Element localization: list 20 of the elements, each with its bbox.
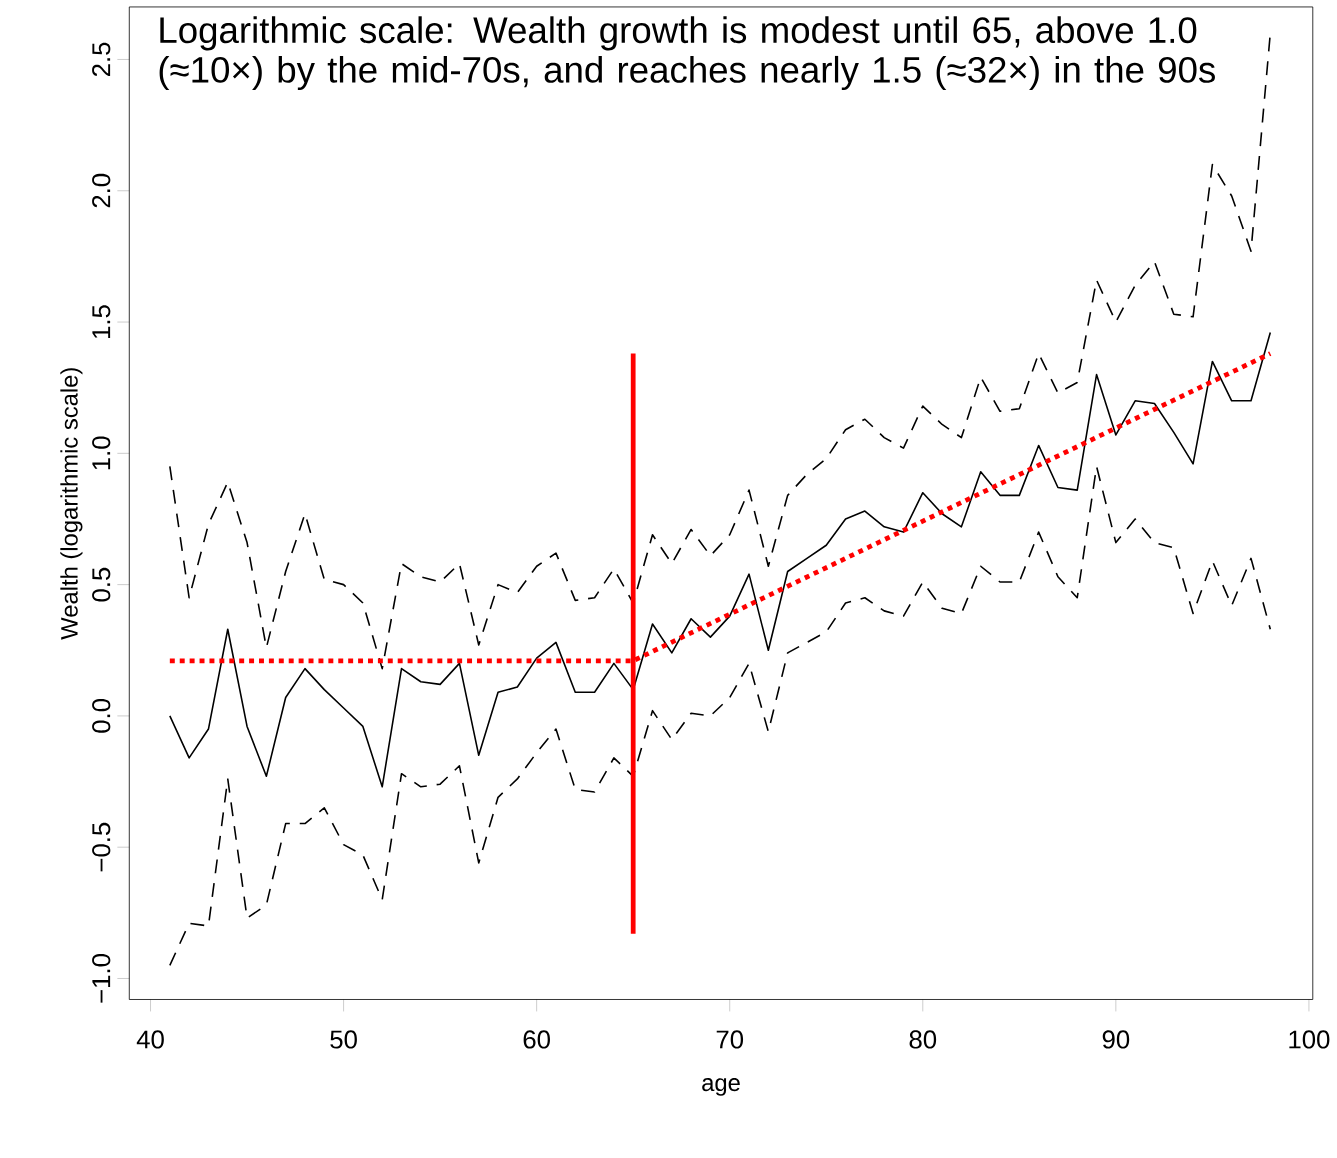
x-axis-title: age — [702, 1078, 740, 1097]
y-tick-label: 1.5 — [92, 305, 111, 339]
x-tick-label: 60 — [523, 1030, 550, 1049]
x-tick-label: 80 — [909, 1030, 937, 1049]
y-tick-label: 0.0 — [92, 699, 111, 734]
x-tick-label: 90 — [1102, 1030, 1130, 1049]
line-series — [169, 331, 1272, 788]
y-tick-label: −0.5 — [92, 823, 111, 872]
y-tick-label: −1.0 — [92, 954, 111, 1003]
y-tick-label: 2.5 — [92, 42, 111, 77]
y-tick-label: 0.5 — [92, 567, 111, 602]
y-tick-label: 2.0 — [92, 174, 111, 208]
x-tick-label: 70 — [716, 1030, 744, 1049]
x-tick-label: 50 — [330, 1030, 357, 1049]
x-tick-label: 40 — [136, 1030, 164, 1049]
x-tick-label: 100 — [1289, 1030, 1330, 1049]
line-series — [169, 465, 1272, 967]
annotation: Logarithmic scale: Wealth growth is modest until 65, above 1.0 (≈10×) by the mid-70s, and reaches nearly 1.5 (≈32×) in the 90s — [159, 16, 1215, 91]
y-tick-label: 1.0 — [92, 436, 111, 470]
y-axis-title: Wealth (logarithmic scale) — [60, 368, 83, 640]
